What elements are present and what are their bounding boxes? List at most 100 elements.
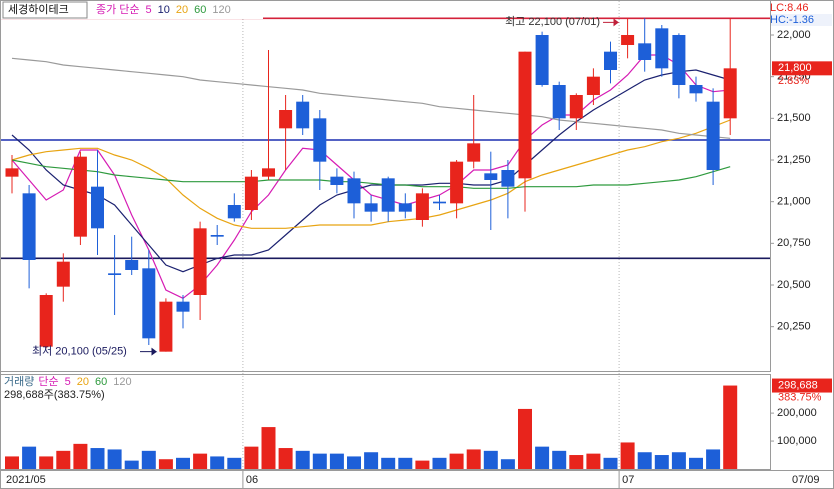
legend-entry: 60 — [95, 376, 107, 388]
volume-bar — [22, 446, 37, 469]
volume-bar — [500, 459, 515, 469]
x-tick-label: 07 — [622, 474, 634, 486]
volume-bar — [603, 457, 618, 469]
volume-bar — [637, 452, 652, 469]
volume-bar — [415, 460, 430, 469]
volume-bar — [295, 450, 310, 469]
moving-average-line — [11, 159, 731, 189]
last-price-label: 21,800 — [778, 62, 812, 74]
volume-bar — [432, 457, 447, 469]
ratio-label: 383.75% — [778, 391, 822, 403]
legend-entry: 5 — [146, 4, 152, 16]
candle-body — [5, 168, 19, 177]
candle-body — [398, 203, 412, 212]
volume-bar — [364, 452, 379, 469]
candle-body — [176, 301, 190, 312]
volume-bar — [73, 443, 88, 469]
volume-bar — [227, 457, 242, 469]
candle-body — [39, 295, 53, 347]
y-tick-label: 20,250 — [777, 321, 811, 333]
volume-bar — [107, 449, 122, 469]
candle-body — [159, 301, 173, 352]
candle-body — [210, 235, 224, 237]
y-tick-label: 20,750 — [777, 237, 811, 249]
candle-body — [655, 28, 669, 69]
candle-body — [621, 35, 635, 45]
volume-bar — [56, 450, 71, 469]
candle-body — [330, 176, 344, 185]
legend-entry: 120 — [212, 4, 230, 16]
candle-body — [467, 143, 481, 162]
candle-body — [262, 168, 275, 177]
volume-bar — [483, 450, 498, 469]
last-price-box — [772, 61, 832, 76]
volume-bar — [552, 450, 567, 469]
moving-average-line — [11, 69, 731, 273]
volume-bar — [518, 408, 532, 469]
high-annotation: 최고 22,100 (07/01) — [505, 15, 600, 28]
volume-bar — [261, 427, 276, 469]
volume-bar — [124, 460, 139, 469]
legend-entry: 20 — [77, 376, 89, 388]
volume-bar — [244, 446, 259, 469]
volume-bar — [39, 456, 54, 469]
change-label: 2.83% — [778, 75, 809, 87]
volume-label: 거래량 — [4, 375, 34, 388]
volume-bar — [569, 455, 584, 469]
candle-body — [552, 85, 566, 119]
lc-label: LC:8.46 — [770, 2, 809, 14]
x-tick-label: 2021/05 — [6, 474, 46, 486]
volume-bar — [586, 453, 601, 469]
candle-body — [689, 85, 703, 94]
hc-box — [770, 14, 832, 26]
candle-body — [347, 178, 361, 204]
volume-summary: 298,688주(383.75%) — [4, 389, 105, 401]
candle-body — [91, 186, 104, 229]
volume-bar — [176, 457, 190, 469]
volume-bar — [535, 446, 550, 469]
y-tick-label: 21,000 — [777, 196, 811, 208]
candle-body — [364, 203, 378, 212]
volume-bar — [466, 449, 481, 469]
candle-body — [723, 68, 737, 119]
candle-body — [433, 201, 446, 204]
volume-bar — [398, 457, 413, 469]
candle-body — [518, 51, 532, 179]
volume-legend: 거래량 단순 5 20 60 120 — [4, 375, 132, 388]
candle-body — [638, 43, 652, 60]
legend-entry: 20 — [176, 4, 188, 16]
moving-average-line — [11, 57, 731, 139]
volume-bar — [620, 442, 635, 469]
candle-body — [501, 170, 515, 187]
candle-body — [244, 176, 258, 210]
x-last-date: 07/09 — [792, 474, 820, 486]
candle-body — [227, 205, 241, 219]
last-volume-box — [772, 378, 832, 393]
moving-average-line — [11, 119, 731, 229]
legend-entry: 10 — [158, 4, 170, 16]
legend-entry: 120 — [113, 376, 131, 388]
candle-body — [535, 35, 549, 85]
y-tick-label: 22,000 — [777, 29, 811, 41]
volume-bar — [329, 453, 344, 469]
last-volume-label: 298,688 — [778, 379, 818, 391]
candle-body — [296, 101, 310, 129]
volume-bar — [689, 457, 703, 469]
volume-bar — [347, 456, 361, 469]
candle-body — [125, 260, 139, 270]
candle-body — [108, 273, 122, 275]
candle-body — [73, 156, 87, 237]
volume-bar — [723, 385, 738, 469]
candle-body — [313, 118, 327, 162]
candle-body — [279, 110, 293, 129]
y-tick-label: 100,000 — [777, 435, 817, 447]
volume-ma-label: 단순 — [38, 375, 58, 388]
annotation-arrow — [140, 347, 158, 356]
volume-bar — [449, 453, 464, 469]
candle-body — [381, 178, 395, 212]
volume-bar — [278, 448, 293, 469]
volume-bar — [210, 456, 225, 469]
